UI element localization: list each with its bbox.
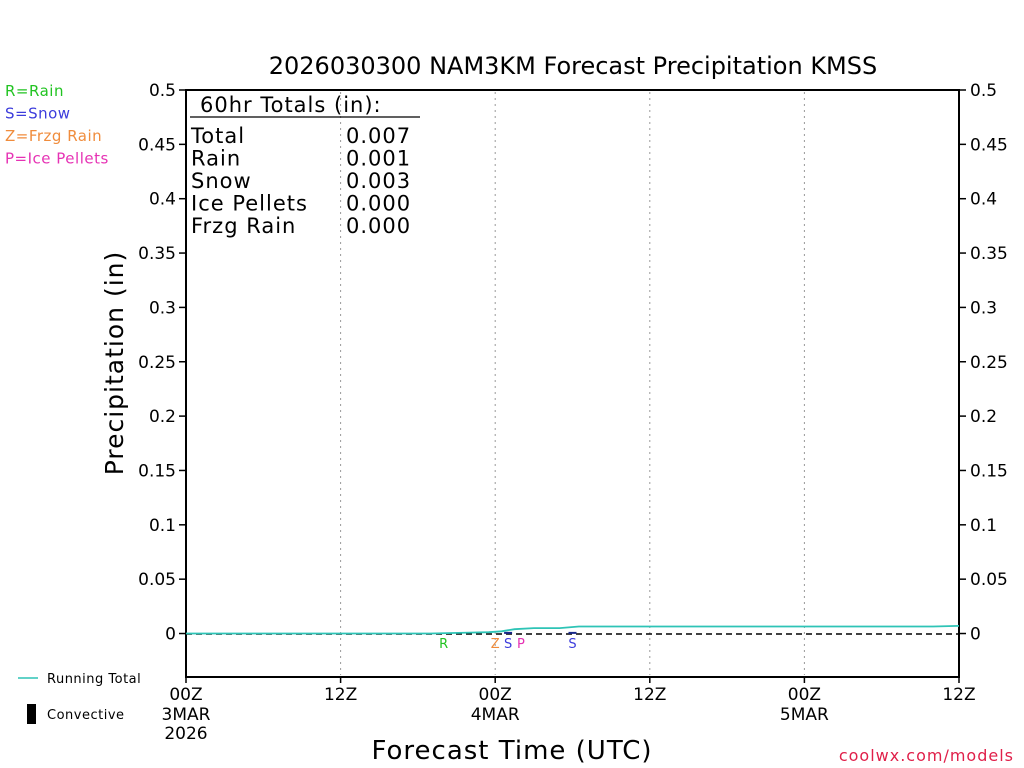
y-tick-label-right: 0.2	[970, 407, 997, 427]
totals-row-value: 0.007	[346, 124, 411, 148]
precip-type-marker: S	[504, 637, 512, 652]
y-tick-label-left: 0.1	[149, 516, 176, 536]
totals-row-label: Ice Pellets	[191, 192, 308, 216]
totals-row-value: 0.001	[346, 147, 411, 171]
totals-row-label: Frzg Rain	[191, 214, 296, 238]
legend-swatch-convective	[27, 704, 36, 724]
precip-type-legend: R=Rain S=Snow Z=Frzg Rain P=Ice Pellets	[5, 82, 109, 168]
precip-type-marker: S	[568, 637, 576, 652]
y-tick-label-left: 0.25	[138, 353, 176, 373]
y-tick-label-left: 0.4	[149, 190, 176, 210]
totals-row-value: 0.000	[346, 192, 411, 216]
precip-type-legend-entry: Z=Frzg Rain	[5, 127, 102, 145]
y-tick-label-right: 0.4	[970, 190, 997, 210]
precip-type-legend-entry: S=Snow	[5, 105, 71, 123]
y-tick-label-left: 0.2	[149, 407, 176, 427]
series-group	[186, 625, 960, 635]
y-tick-label-left: 0.5	[149, 81, 176, 101]
x-tick-label: 00Z	[479, 685, 512, 705]
y-tick-label-right: 0.25	[970, 353, 1008, 373]
y-axis-label: Precipitation (in)	[100, 251, 129, 476]
totals-row-value: 0.000	[346, 214, 411, 238]
y-tick-label-left: 0	[165, 625, 176, 645]
y-tick-label-right: 0.45	[970, 135, 1008, 155]
totals-row-value: 0.003	[346, 169, 411, 193]
totals-header: 60hr Totals (in):	[200, 93, 382, 117]
credit-text: coolwx.com/models	[839, 746, 1014, 765]
precip-type-legend-entry: R=Rain	[5, 82, 64, 100]
legend-entry-label: Convective	[47, 708, 125, 723]
convective-bars	[504, 631, 577, 634]
y-tick-label-right: 0.3	[970, 298, 997, 318]
totals-row-label: Total	[190, 124, 245, 148]
convective-bar-0	[504, 631, 513, 634]
precip-type-marker: R	[439, 637, 448, 652]
x-tick-label: 12Z	[324, 685, 357, 705]
precip-type-marker: Z	[491, 637, 500, 652]
y-tick-label-right: 0.5	[970, 81, 997, 101]
series-legend: Running Total Convective	[18, 672, 141, 724]
x-tick-label: 12Z	[942, 685, 975, 705]
series-line-running-total	[186, 625, 960, 635]
y-tick-label-right: 0.15	[970, 461, 1008, 481]
precip-type-marker: P	[517, 637, 525, 652]
grid-lines	[340, 92, 805, 675]
x-tick-date: 3MAR	[162, 705, 211, 725]
y-tick-label-left: 0.35	[138, 244, 176, 264]
y-tick-label-left: 0.05	[138, 570, 176, 590]
convective-bar-1	[568, 631, 577, 634]
plot-frame	[185, 89, 960, 678]
y-tick-label-left: 0.3	[149, 298, 176, 318]
x-tick-label: 12Z	[633, 685, 666, 705]
legend-entry-label: Running Total	[47, 672, 141, 687]
y-tick-label-right: 0.35	[970, 244, 1008, 264]
totals-box: 60hr Totals (in): Total 0.007 Rain 0.001 Sno…	[190, 93, 420, 238]
x-tick-label: 00Z	[169, 685, 202, 705]
x-tick-date: 5MAR	[780, 705, 829, 725]
x-tick-date: 4MAR	[471, 705, 520, 725]
totals-row-label: Snow	[191, 169, 252, 193]
x-tick-label: 00Z	[788, 685, 821, 705]
y-tick-label-right: 0	[970, 625, 981, 645]
y-tick-label-left: 0.45	[138, 135, 176, 155]
y-tick-label-left: 0.15	[138, 461, 176, 481]
precip-type-legend-entry: P=Ice Pellets	[5, 150, 109, 168]
totals-row-label: Rain	[191, 147, 241, 171]
y-tick-label-right: 0.1	[970, 516, 997, 536]
chart-title: 2026030300 NAM3KM Forecast Precipitation…	[269, 52, 877, 80]
y-tick-label-right: 0.05	[970, 570, 1008, 590]
x-tick-year: 2026	[164, 724, 207, 744]
x-axis-label: Forecast Time (UTC)	[371, 736, 652, 766]
y-axis-ticks: 0 0 0.05 0.05 0.1 0.1 0.15 0.15 0.2 0.2 0.25 0.25 0.…	[138, 81, 1008, 645]
